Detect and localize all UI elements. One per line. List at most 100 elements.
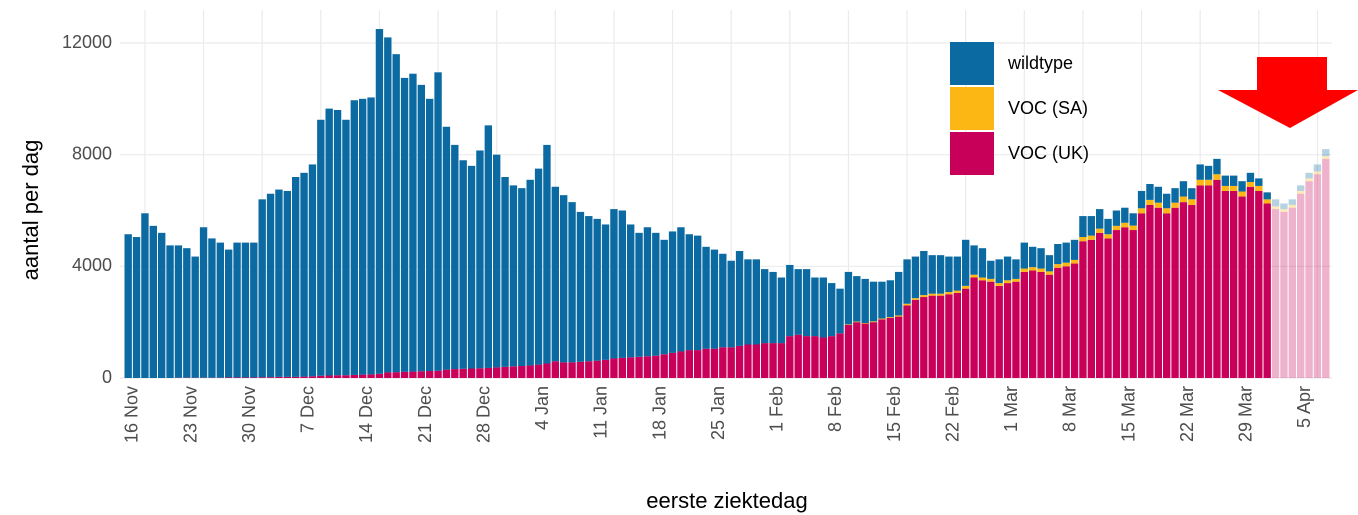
bar-segment xyxy=(1221,185,1229,191)
bar-segment xyxy=(585,361,593,378)
bar-segment xyxy=(333,110,342,376)
bar-segment xyxy=(1255,178,1263,186)
bar-segment xyxy=(283,190,291,377)
legend-label: VOC (UK) xyxy=(1008,143,1089,163)
bar-segment xyxy=(685,350,693,378)
bar-segment xyxy=(1297,193,1305,378)
bar-segment xyxy=(911,256,920,299)
bar-segment xyxy=(1313,164,1322,172)
x-tick-label: 28 Dec xyxy=(473,386,493,443)
bar-segment xyxy=(526,365,534,378)
bar-segment xyxy=(869,321,878,323)
bar-segment xyxy=(777,277,786,344)
bar-segment xyxy=(325,108,333,376)
legend-label: wildtype xyxy=(1007,53,1073,73)
bar-segment xyxy=(1271,199,1280,207)
bar-segment xyxy=(1020,268,1028,272)
bar-segment xyxy=(158,232,166,378)
bar-segment xyxy=(1121,227,1129,378)
x-tick-label: 16 Nov xyxy=(122,386,142,443)
bar-segment xyxy=(928,295,936,378)
bar-segment xyxy=(1104,218,1112,235)
bar-segment xyxy=(484,367,492,378)
bar-segment xyxy=(694,350,702,378)
bar-segment xyxy=(1104,238,1112,378)
bar-segment xyxy=(1179,181,1188,197)
bar-segment xyxy=(953,292,961,378)
bar-segment xyxy=(844,271,853,325)
bar-segment xyxy=(1196,185,1204,378)
bar-segment xyxy=(1146,204,1154,378)
bar-segment xyxy=(1179,196,1188,203)
bar-segment xyxy=(442,126,451,370)
bar-segment xyxy=(484,125,492,368)
bar-segment xyxy=(476,368,484,378)
bar-segment xyxy=(819,337,827,378)
bar-segment xyxy=(1322,158,1330,378)
bar-segment xyxy=(995,283,1003,286)
bar-segment xyxy=(1045,274,1054,378)
bar-segment xyxy=(300,376,308,378)
x-tick-label: 5 Apr xyxy=(1294,386,1314,428)
bar-segment xyxy=(493,367,501,378)
bar-segment xyxy=(735,250,744,346)
bar-segment xyxy=(995,285,1003,378)
bar-segment xyxy=(878,318,886,320)
bar-segment xyxy=(853,321,861,323)
bar-segment xyxy=(308,376,317,378)
bar-segment xyxy=(1171,207,1179,378)
bar-segment xyxy=(149,225,157,378)
bar-segment xyxy=(275,376,283,378)
bar-segment xyxy=(258,377,266,378)
bar-segment xyxy=(987,281,995,378)
bar-segment xyxy=(1154,207,1162,378)
bar-segment xyxy=(551,186,559,362)
bar-segment xyxy=(568,202,576,363)
bar-segment xyxy=(568,362,576,378)
bar-segment xyxy=(627,224,635,358)
bar-segment xyxy=(744,344,752,378)
bar-segment xyxy=(962,288,970,378)
bar-segment xyxy=(970,274,978,278)
bar-segment xyxy=(1230,175,1238,186)
bar-segment xyxy=(978,248,987,278)
bar-segment xyxy=(995,259,1003,284)
bar-segment xyxy=(1288,204,1296,208)
bar-segment xyxy=(417,84,425,372)
bar-segment xyxy=(920,295,928,298)
bar-segment xyxy=(350,100,358,375)
bar-segment xyxy=(350,374,358,378)
bar-segment xyxy=(1003,280,1012,284)
bar-segment xyxy=(844,324,853,325)
bar-segment xyxy=(1213,179,1221,378)
bar-segment xyxy=(1079,216,1087,238)
bar-segment xyxy=(1313,171,1322,175)
bar-segment xyxy=(384,372,392,378)
bar-segment xyxy=(878,281,886,319)
x-tick-label: 23 Nov xyxy=(180,386,200,443)
bar-segment xyxy=(677,351,685,378)
bar-segment xyxy=(141,213,149,378)
bar-segment xyxy=(576,211,585,362)
bar-segment xyxy=(1221,190,1229,378)
bar-segment xyxy=(936,295,945,378)
bar-segment xyxy=(1079,237,1087,242)
bar-segment xyxy=(1163,193,1171,209)
bar-segment xyxy=(936,293,945,296)
bar-segment xyxy=(668,231,677,353)
x-tick-label: 25 Jan xyxy=(708,386,728,440)
bar-segment xyxy=(903,303,911,306)
bar-segment xyxy=(719,253,727,348)
bar-segment xyxy=(1204,165,1213,180)
legend-swatch xyxy=(950,87,994,130)
bar-segment xyxy=(124,234,132,378)
bar-segment xyxy=(886,317,894,318)
bar-segment xyxy=(216,242,224,378)
bar-segment xyxy=(551,361,559,378)
bar-segment xyxy=(518,188,526,366)
bar-segment xyxy=(1154,186,1162,203)
bar-segment xyxy=(375,373,384,378)
bar-segment xyxy=(367,97,375,375)
bar-segment xyxy=(593,218,601,361)
